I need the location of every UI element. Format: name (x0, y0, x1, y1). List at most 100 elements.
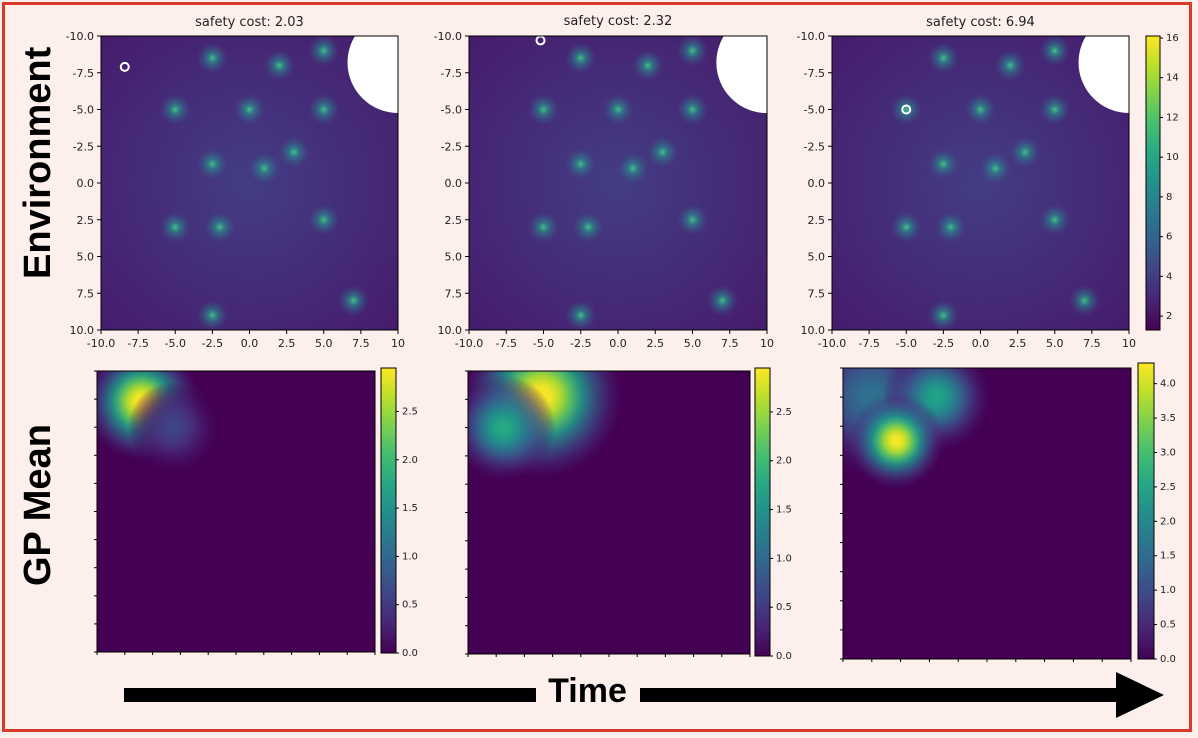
hazard-point (564, 42, 597, 75)
colorbar-tick-label: 1.0 (776, 553, 792, 564)
colorbar-gradient (754, 367, 771, 657)
y-tick-label: 0.0 (808, 177, 826, 190)
colorbar-tick-label: 0.5 (402, 600, 418, 611)
time-arrow (124, 672, 1164, 718)
y-tick-label: 7.5 (445, 287, 463, 300)
hazard-point (1038, 36, 1071, 67)
x-tick-label: 5.0 (1046, 337, 1064, 350)
x-tick-label: 7.5 (1083, 337, 1101, 350)
x-tick-label: 10 (1122, 337, 1136, 350)
colorbar-gradient (1145, 35, 1161, 331)
y-tick-label: 0.0 (445, 177, 463, 190)
gp-mean-blob (127, 381, 220, 474)
hazard-point (890, 93, 923, 126)
y-tick-label: 2.5 (445, 214, 463, 227)
hazard-point (646, 136, 679, 169)
hazard-point (616, 152, 649, 185)
x-tick-label: 2.5 (1009, 337, 1027, 350)
x-tick-label: -7.5 (496, 337, 517, 350)
x-tick-label: 0.0 (609, 337, 627, 350)
y-tick-label: 10.0 (70, 324, 95, 337)
goal-region (1078, 36, 1129, 113)
y-tick-label: 10.0 (438, 324, 463, 337)
hazard-point (159, 211, 192, 244)
y-tick-label: 2.5 (808, 214, 826, 227)
hazard-point (263, 49, 296, 82)
hazard-point (572, 211, 605, 244)
hazard-point (676, 203, 709, 236)
plot-title: safety cost: 6.94 (926, 15, 1035, 30)
goal-region (347, 36, 398, 113)
environment-heatmap-bg (832, 36, 1129, 330)
colorbar-tick-label: 4.0 (1160, 379, 1176, 390)
hazard-point (248, 152, 281, 185)
colorbar-tick-label: 3.5 (1160, 413, 1176, 424)
hazard-point (676, 36, 709, 67)
time-label: Time (548, 672, 627, 710)
plot-title: safety cost: 2.03 (195, 15, 304, 30)
y-tick-label: -10.0 (66, 30, 94, 43)
agent-marker (119, 61, 130, 72)
colorbar-tick-label: 2.5 (402, 406, 418, 417)
gp-colorbar-2: 0.0 0.5 1.0 1.5 2.0 2.5 (754, 367, 792, 662)
hazard-point (979, 152, 1012, 185)
time-arrow-shaft-right (640, 688, 1120, 702)
environment-heatmap-bg (101, 36, 398, 330)
hazard-point (934, 211, 967, 244)
gp-mean-panel-1 (94, 370, 376, 655)
x-tick-label: 7.5 (352, 337, 370, 350)
y-tick-label: -7.5 (804, 67, 825, 80)
hazard-point (927, 299, 960, 330)
hazard-point (927, 42, 960, 75)
hazard-point (1038, 203, 1071, 236)
y-tick-label: -2.5 (73, 140, 94, 153)
hazard-point (927, 147, 960, 180)
y-tick-label: -2.5 (441, 140, 462, 153)
colorbar-tick-label: 2.0 (402, 455, 418, 466)
hazard-point (527, 93, 560, 126)
colorbar-tick-label: 1.5 (1160, 551, 1176, 562)
colorbar-tick-label: 2.0 (1160, 516, 1176, 527)
x-tick-label: -2.5 (570, 337, 591, 350)
colorbar-tick-label: 14 (1166, 73, 1179, 84)
hazard-point (890, 211, 923, 244)
x-tick-label: 10 (391, 337, 405, 350)
hazard-point (307, 36, 340, 67)
colorbar-tick-label: 8 (1166, 192, 1172, 203)
goal-region (716, 36, 767, 114)
x-tick-label: -10.0 (87, 337, 115, 350)
hazard-point (278, 136, 311, 169)
gp-mean-panel-3 (840, 367, 1132, 662)
colorbar-tick-label: 0.0 (402, 648, 418, 659)
y-tick-label: -5.0 (441, 104, 462, 117)
y-tick-label: -10.0 (434, 30, 462, 43)
x-tick-label: 2.5 (278, 337, 296, 350)
colorbar-tick-label: 1.5 (402, 503, 418, 514)
y-tick-label: 2.5 (77, 214, 95, 227)
plot-title: safety cost: 2.32 (564, 14, 673, 29)
x-tick-label: 2.5 (647, 337, 665, 350)
x-tick-label: -7.5 (127, 337, 148, 350)
colorbar-tick-label: 1.5 (776, 505, 792, 516)
hazard-point (706, 284, 739, 317)
time-arrow-shaft-left (124, 688, 536, 702)
hazard-point (1068, 284, 1101, 317)
hazard-point (196, 42, 229, 75)
colorbar-tick-label: 1.0 (402, 551, 418, 562)
colorbar-tick-label: 2.0 (776, 456, 792, 467)
gp-colorbar-1: 0.0 0.5 1.0 1.5 2.0 2.5 (380, 367, 418, 659)
y-tick-label: -5.0 (73, 104, 94, 117)
agent-marker (901, 104, 912, 115)
x-tick-label: 0.0 (972, 337, 990, 350)
hazard-point (631, 49, 664, 82)
hazard-point (1009, 136, 1042, 169)
colorbar-tick-label: 4 (1166, 271, 1172, 282)
colorbar-tick-label: 2.5 (776, 407, 792, 418)
colorbar-tick-label: 6 (1166, 232, 1172, 243)
hazard-point (564, 299, 597, 330)
hazard-point (196, 299, 229, 330)
colorbar-tick-label: 2.5 (1160, 482, 1176, 493)
hazard-point (196, 147, 229, 180)
